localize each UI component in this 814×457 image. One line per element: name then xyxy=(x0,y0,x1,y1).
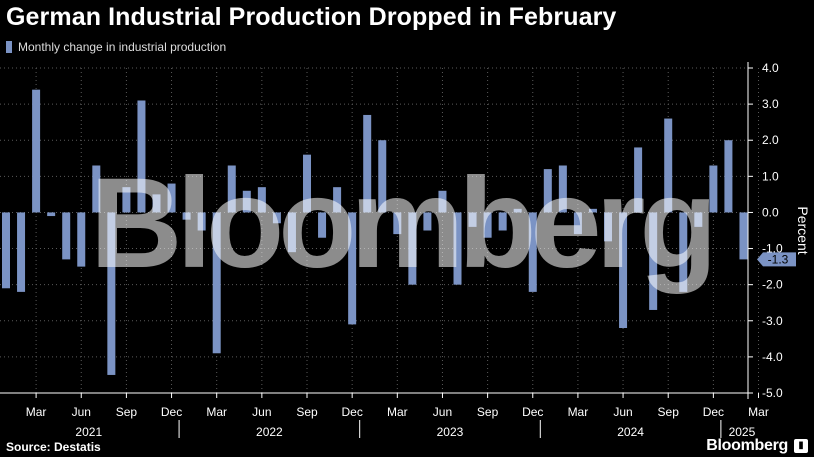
y-tick-label: 3.0 xyxy=(762,97,779,111)
bar xyxy=(573,212,582,235)
y-tick-label: -5.0 xyxy=(762,386,783,400)
y-tick-label: 2.0 xyxy=(762,133,779,147)
bar xyxy=(724,140,733,213)
y-tick-label: -3.0 xyxy=(762,314,783,328)
x-tick-label: Mar xyxy=(748,405,769,419)
y-tick-label: -1.0 xyxy=(762,242,783,256)
y-tick-label: 1.0 xyxy=(762,169,779,183)
bar xyxy=(92,165,101,213)
bar xyxy=(709,165,718,213)
bar xyxy=(122,187,131,213)
bar xyxy=(242,190,251,213)
bar xyxy=(47,212,56,217)
bar xyxy=(528,212,537,292)
bar xyxy=(438,190,447,213)
legend-swatch xyxy=(6,41,12,53)
x-year-label: 2022 xyxy=(256,425,283,439)
x-tick-label: Jun xyxy=(613,405,632,419)
bar xyxy=(634,147,643,213)
x-tick-label: Dec xyxy=(522,405,543,419)
bar xyxy=(152,194,161,213)
bar xyxy=(543,169,552,213)
bar xyxy=(197,212,206,231)
x-tick-label: Dec xyxy=(161,405,182,419)
bar xyxy=(287,212,296,253)
bar xyxy=(212,212,221,354)
x-tick-label: Sep xyxy=(116,405,138,419)
bar xyxy=(137,100,146,213)
bar xyxy=(739,212,748,260)
bar xyxy=(363,114,372,213)
bar xyxy=(649,212,658,310)
bar xyxy=(318,212,327,238)
bar xyxy=(2,212,10,289)
bar xyxy=(348,212,357,325)
x-tick-label: Dec xyxy=(703,405,724,419)
bar xyxy=(17,212,26,292)
x-year-label: 2021 xyxy=(75,425,102,439)
bar xyxy=(333,187,342,213)
bar xyxy=(498,212,507,231)
bar xyxy=(77,212,86,267)
bar xyxy=(227,165,236,213)
y-tick-label: -4.0 xyxy=(762,350,783,364)
bar xyxy=(453,212,462,285)
last-value-marker xyxy=(757,252,796,267)
x-tick-label: Jun xyxy=(72,405,91,419)
last-value-label: -1.3 xyxy=(768,252,789,266)
bar xyxy=(483,212,492,238)
bar xyxy=(619,212,628,328)
bar xyxy=(679,212,688,292)
x-year-label: 2024 xyxy=(617,425,644,439)
y-axis-title: Percent xyxy=(795,206,811,254)
x-tick-label: Sep xyxy=(477,405,499,419)
bar xyxy=(393,212,402,235)
x-tick-label: Mar xyxy=(206,405,227,419)
bar xyxy=(182,212,191,220)
y-tick-label: 0.0 xyxy=(762,205,779,219)
chart-title: German Industrial Production Dropped in … xyxy=(6,3,617,31)
legend-label: Monthly change in industrial production xyxy=(18,40,227,54)
x-year-label: 2025 xyxy=(729,425,756,439)
bar xyxy=(513,208,522,213)
bar xyxy=(468,212,477,227)
x-tick-label: Jun xyxy=(252,405,271,419)
x-tick-label: Jun xyxy=(433,405,452,419)
x-tick-label: Mar xyxy=(26,405,47,419)
bar xyxy=(408,212,417,285)
x-year-label: 2023 xyxy=(437,425,464,439)
bar xyxy=(62,212,71,260)
chart-icon: ▮ xyxy=(794,439,808,453)
x-tick-label: Mar xyxy=(568,405,589,419)
bar xyxy=(604,212,613,242)
brand-logo: Bloomberg xyxy=(706,437,788,454)
source-note: Source: Destatis xyxy=(6,440,101,454)
bar xyxy=(664,118,673,213)
bar xyxy=(588,208,597,213)
bar xyxy=(272,212,281,224)
y-tick-label: -2.0 xyxy=(762,278,783,292)
legend: Monthly change in industrial production xyxy=(6,40,226,54)
bar xyxy=(558,165,567,213)
bar xyxy=(32,89,41,213)
y-tick-label: 4.0 xyxy=(762,61,779,75)
bar xyxy=(107,212,116,375)
x-tick-label: Sep xyxy=(296,405,318,419)
x-tick-label: Dec xyxy=(341,405,362,419)
bar xyxy=(303,154,312,213)
bar xyxy=(423,212,432,231)
bar xyxy=(167,183,176,213)
bar xyxy=(378,140,387,213)
bar xyxy=(257,187,266,213)
bar xyxy=(694,212,703,227)
x-tick-label: Mar xyxy=(387,405,408,419)
x-tick-label: Sep xyxy=(658,405,680,419)
